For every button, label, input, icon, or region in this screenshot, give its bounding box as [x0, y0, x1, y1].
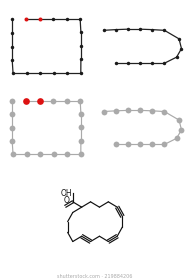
Text: OH: OH — [60, 188, 72, 198]
Text: O: O — [63, 196, 69, 205]
Text: shutterstock.com · 219884206: shutterstock.com · 219884206 — [57, 274, 133, 279]
